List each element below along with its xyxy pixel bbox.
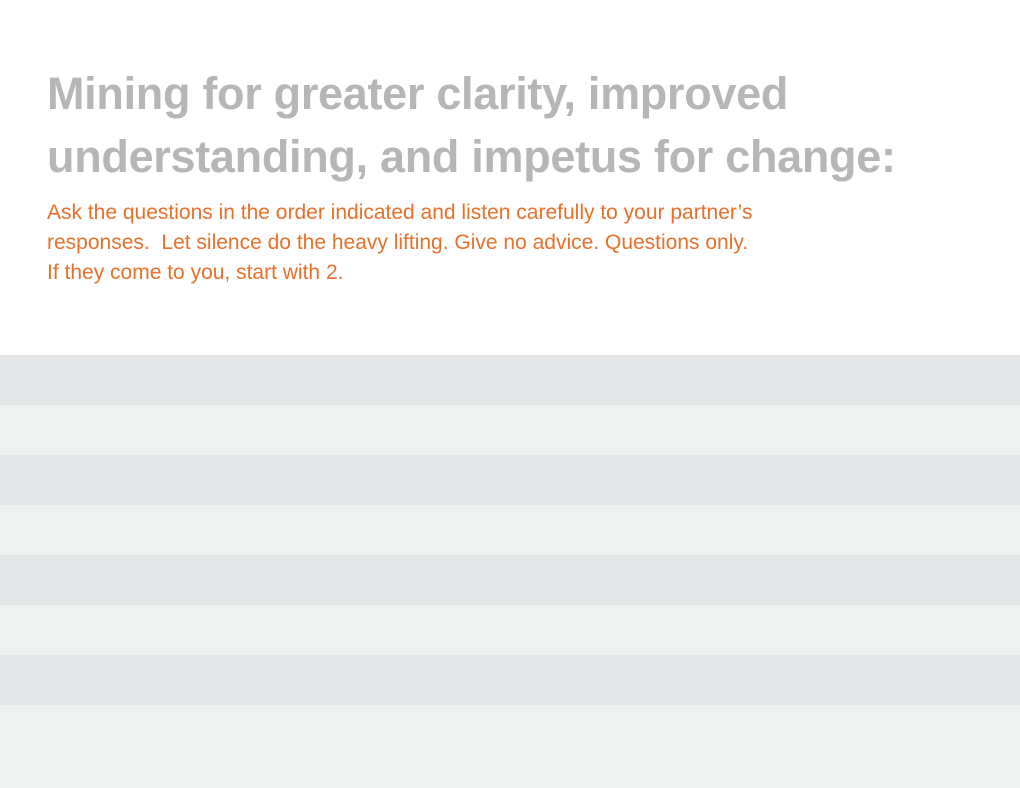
row-stripe [0, 455, 1020, 505]
row-stripe [0, 605, 1020, 655]
row-stripe [0, 555, 1020, 605]
row-stripe [0, 405, 1020, 455]
row-stripe [0, 505, 1020, 555]
title-line: Mining for greater clarity, improved [47, 68, 789, 119]
instruction-line: If they come to you, start with 2. [47, 261, 344, 284]
instructions: Ask the questions in the order indicated… [47, 198, 752, 288]
row-stripe [0, 355, 1020, 405]
instruction-line: Ask the questions in the order indicated… [47, 201, 753, 224]
title-line: understanding, and impetus for change: [47, 131, 896, 182]
title: Mining for greater clarity, improved und… [47, 62, 896, 188]
row-stripe [0, 705, 1020, 788]
row-stripe [0, 655, 1020, 705]
instruction-line: responses. Let silence do the heavy lift… [47, 231, 749, 254]
